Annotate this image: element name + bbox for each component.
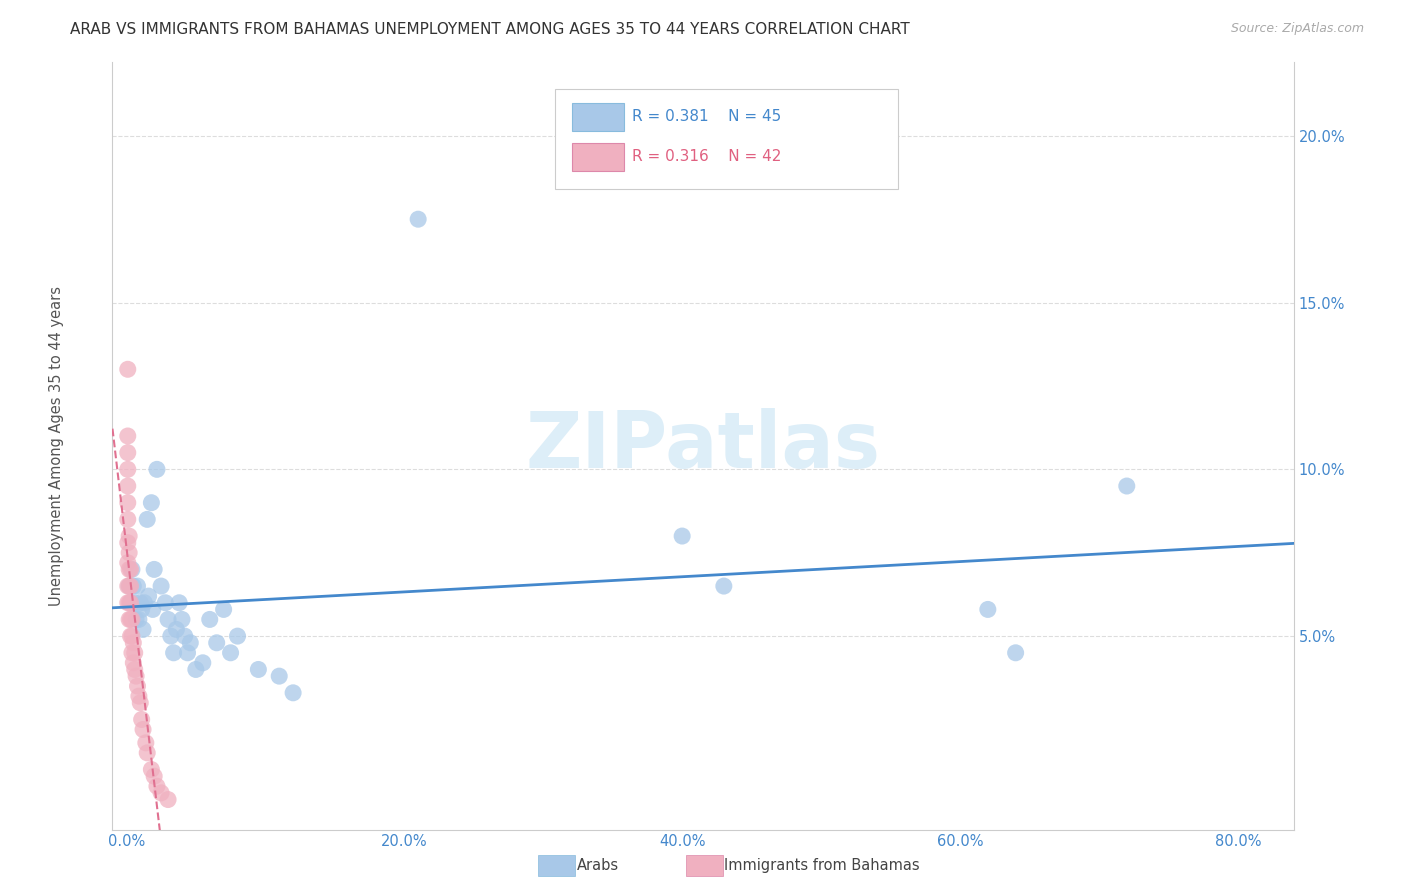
Point [129,696,152,710]
Point [150,579,173,593]
Point [124,596,146,610]
Point [1004,646,1026,660]
Point [118,562,141,576]
Point [118,579,141,593]
Point [176,646,198,660]
Point [247,663,270,677]
Point [136,746,159,760]
Point [142,602,165,616]
Text: ZIPatlas: ZIPatlas [526,408,880,484]
Point [118,546,141,560]
Text: Arabs: Arabs [576,858,619,872]
Point [120,562,142,576]
Point [173,629,195,643]
Point [132,723,155,737]
Point [131,713,153,727]
Point [118,612,141,626]
Point [141,496,163,510]
Point [129,596,152,610]
Point [121,612,143,626]
Point [226,629,249,643]
Point [127,579,149,593]
Point [125,669,148,683]
Point [155,596,177,610]
Point [165,623,187,637]
Point [117,556,139,570]
Point [184,663,207,677]
Point [131,602,153,616]
Point [141,763,163,777]
Point [150,786,173,800]
FancyBboxPatch shape [555,89,898,189]
Point [121,646,143,660]
Point [157,612,180,626]
Text: ARAB VS IMMIGRANTS FROM BAHAMAS UNEMPLOYMENT AMONG AGES 35 TO 44 YEARS CORRELATI: ARAB VS IMMIGRANTS FROM BAHAMAS UNEMPLOY… [70,22,910,37]
Point [117,429,139,443]
Point [167,596,190,610]
Point [212,602,235,616]
Point [120,612,142,626]
Point [162,646,184,660]
Text: Source: ZipAtlas.com: Source: ZipAtlas.com [1230,22,1364,36]
Point [191,656,214,670]
Point [117,462,139,476]
Point [124,663,146,677]
Point [219,646,242,660]
Point [977,602,1000,616]
Point [118,596,141,610]
Point [143,562,166,576]
Text: Unemployment Among Ages 35 to 44 years: Unemployment Among Ages 35 to 44 years [49,286,63,606]
Point [138,589,160,603]
Text: R = 0.381    N = 45: R = 0.381 N = 45 [633,109,782,124]
Point [125,612,148,626]
FancyBboxPatch shape [572,103,624,131]
Point [118,529,141,543]
FancyBboxPatch shape [572,143,624,170]
Point [671,529,693,543]
Point [117,496,139,510]
Point [132,623,155,637]
Point [179,636,201,650]
Point [124,646,146,660]
Point [198,612,221,626]
Point [160,629,183,643]
Point [205,636,228,650]
Point [122,636,145,650]
Point [117,535,139,549]
Point [117,362,139,376]
Point [135,736,157,750]
Point [146,779,169,793]
Point [120,596,142,610]
Point [1115,479,1137,493]
Point [157,792,180,806]
Point [269,669,291,683]
Point [143,769,166,783]
Point [120,629,142,643]
Point [127,679,149,693]
Point [117,579,139,593]
Point [117,479,139,493]
Text: Immigrants from Bahamas: Immigrants from Bahamas [724,858,920,872]
Point [117,512,139,526]
Point [117,596,139,610]
Point [122,656,145,670]
Point [120,579,142,593]
Point [136,512,159,526]
Point [128,612,150,626]
Point [128,689,150,703]
Point [120,596,142,610]
Point [122,579,145,593]
Point [146,462,169,476]
Point [121,629,143,643]
Point [121,562,143,576]
Point [118,579,141,593]
Point [134,596,156,610]
Point [713,579,735,593]
Point [281,686,304,700]
Point [117,445,139,459]
Point [170,612,193,626]
Text: R = 0.316    N = 42: R = 0.316 N = 42 [633,149,782,163]
Point [406,212,429,227]
